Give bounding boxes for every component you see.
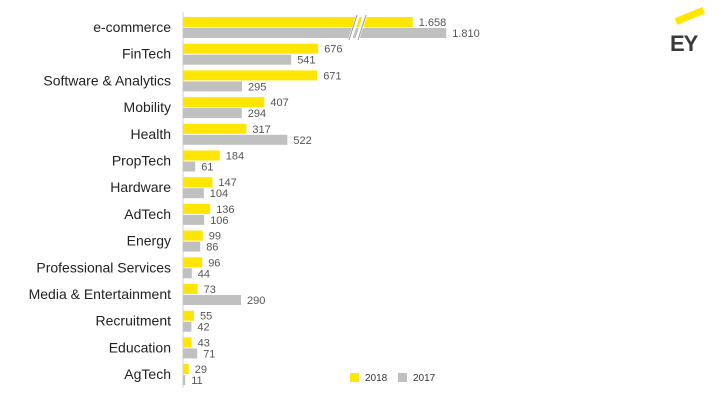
bar-2017 — [183, 108, 242, 119]
bar-2017 — [183, 161, 196, 172]
bar-2018 — [183, 284, 198, 294]
bar-2018 — [183, 230, 203, 241]
category-label: Hardware — [110, 179, 171, 195]
bar-2017 — [183, 268, 192, 279]
ey-logo: EY — [666, 7, 710, 58]
data-label-2018: 671 — [323, 70, 341, 82]
category-label: Mobility — [124, 99, 171, 115]
data-label-2017: 106 — [210, 215, 228, 227]
category-label: Health — [131, 126, 171, 142]
bar-2018 — [183, 70, 318, 81]
data-label-2018: 147 — [218, 177, 236, 189]
data-label-2017: 42 — [197, 322, 209, 334]
bar-2018 — [183, 97, 265, 108]
bar-2017 — [183, 295, 241, 305]
bar-2018 — [183, 43, 319, 54]
data-label-2017: 294 — [248, 108, 266, 120]
category-label: AgTech — [124, 366, 171, 382]
data-label-2017: 290 — [247, 295, 265, 307]
bar-2017 — [183, 348, 198, 359]
category-label: PropTech — [112, 153, 171, 169]
data-label-2018: 99 — [209, 231, 221, 243]
bar-2018 — [183, 337, 192, 348]
bar-2017 — [183, 54, 292, 65]
bar-2017 — [183, 321, 192, 332]
legend-label-2018: 2018 — [365, 373, 388, 384]
data-label-2018: 317 — [252, 124, 270, 136]
axis-break-mark — [348, 14, 360, 41]
category-label: Media & Entertainment — [29, 286, 172, 302]
legend-swatch-2017 — [398, 373, 407, 382]
data-label-2018: 136 — [216, 204, 234, 216]
data-label-2018: 55 — [200, 311, 212, 323]
bar-2018 — [183, 310, 194, 321]
bar-2017 — [183, 28, 447, 38]
data-label-2017: 44 — [198, 268, 210, 280]
axis-break-line — [357, 14, 367, 41]
data-label-2018: 676 — [324, 44, 342, 56]
data-label-2017: 295 — [248, 81, 266, 93]
bar-2018 — [183, 123, 247, 134]
data-label-2018: 29 — [195, 364, 207, 376]
category-label: e-commerce — [93, 19, 171, 35]
bar-2017 — [183, 134, 288, 145]
legend-swatch-2018 — [350, 373, 359, 382]
bar-2017 — [183, 241, 201, 252]
category-label: Software & Analytics — [43, 72, 171, 88]
category-label: Professional Services — [36, 259, 171, 275]
bar-2018 — [183, 17, 413, 27]
data-label-2017: 71 — [203, 348, 215, 360]
data-label-2018: 1.658 — [419, 17, 447, 29]
data-label-2017: 541 — [297, 55, 315, 67]
bar-2018 — [183, 364, 189, 375]
bar-2018 — [183, 177, 213, 188]
data-label-2017: 104 — [210, 188, 228, 200]
bar-2017 — [183, 375, 186, 386]
data-label-2018: 73 — [204, 284, 216, 296]
category-label: FinTech — [122, 46, 171, 62]
bar-2017 — [183, 81, 242, 92]
data-label-2018: 184 — [226, 151, 244, 163]
data-label-2017: 11 — [191, 375, 202, 387]
category-label: Energy — [127, 233, 171, 249]
bar-2018 — [183, 150, 220, 161]
data-label-2018: 43 — [198, 337, 210, 349]
bar-2018 — [183, 203, 211, 214]
data-label-2017: 522 — [293, 135, 311, 147]
data-label-2018: 407 — [270, 97, 288, 109]
category-label: Recruitment — [96, 313, 172, 329]
bar-2018 — [183, 257, 203, 268]
category-label: AdTech — [124, 206, 171, 222]
data-label-2017: 61 — [201, 162, 213, 174]
logo-text: EY — [670, 31, 698, 56]
axis-break-mark — [355, 14, 367, 41]
legend-label-2017: 2017 — [413, 373, 436, 384]
bar-2017 — [183, 214, 205, 225]
bar-2017 — [183, 188, 204, 199]
data-label-2017: 1.810 — [452, 28, 480, 40]
axis-break-line — [348, 14, 358, 41]
data-label-2018: 96 — [208, 257, 220, 269]
data-label-2017: 86 — [206, 242, 218, 254]
category-label: Education — [109, 339, 171, 355]
